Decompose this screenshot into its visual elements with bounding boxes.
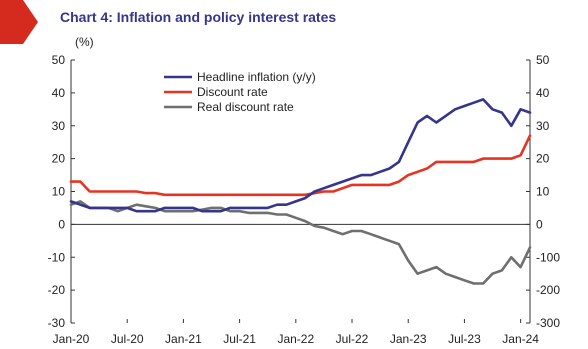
legend-label-1: Discount rate xyxy=(197,85,268,99)
series-line-0 xyxy=(69,98,532,213)
y-tick-label-right: -300 xyxy=(536,316,560,330)
x-tick-label: Jan-21 xyxy=(165,332,202,346)
y-tick-label-left: -10 xyxy=(48,250,66,264)
y-tick-label-left: 40 xyxy=(52,86,66,100)
x-tick-label: Jan-24 xyxy=(502,332,539,346)
x-tick-label: Jan-23 xyxy=(390,332,427,346)
y-tick-label-left: 10 xyxy=(52,185,66,199)
chart-legend: Headline inflation (y/y)Discount rateRea… xyxy=(164,70,316,114)
y-tick-label-right: 50 xyxy=(536,53,550,67)
y-tick-label-left: 50 xyxy=(52,53,66,67)
y-tick-label-left: 30 xyxy=(52,119,66,133)
y-tick-label-left: -20 xyxy=(48,283,66,297)
y-tick-label-right: 30 xyxy=(536,119,550,133)
y-tick-label-right: 10 xyxy=(536,185,550,199)
chart-axes: (%) 50 50 40 40 30 30 20 20 10 10 0 0 -10 -100 -20 -200 -… xyxy=(48,35,561,346)
x-tick-label: Jul-20 xyxy=(111,332,144,346)
y-tick-label-right: -100 xyxy=(536,250,560,264)
y-tick-label-right: 40 xyxy=(536,86,550,100)
y-tick-label-left: 20 xyxy=(52,152,66,166)
series-line-1 xyxy=(69,134,532,197)
series-line-2 xyxy=(69,200,532,285)
y-tick-label-right: 20 xyxy=(536,152,550,166)
chart-title: Chart 4: Inflation and policy interest r… xyxy=(60,9,337,25)
x-tick-label: Jan-22 xyxy=(277,332,314,346)
red-flag-logo xyxy=(0,0,38,44)
series-layer xyxy=(69,98,532,285)
y-tick-label-left: -30 xyxy=(48,316,66,330)
y-axis-unit-label: (%) xyxy=(75,35,94,49)
x-tick-label: Jan-20 xyxy=(53,332,90,346)
x-tick-label: Jul-21 xyxy=(223,332,256,346)
y-tick-label-right: -200 xyxy=(536,283,560,297)
legend-label-2: Real discount rate xyxy=(197,100,294,114)
x-tick-label: Jul-23 xyxy=(448,332,481,346)
y-tick-label-left: 0 xyxy=(58,217,65,231)
legend-label-0: Headline inflation (y/y) xyxy=(197,70,316,84)
x-tick-label: Jul-22 xyxy=(336,332,369,346)
y-tick-label-right: 0 xyxy=(536,217,543,231)
